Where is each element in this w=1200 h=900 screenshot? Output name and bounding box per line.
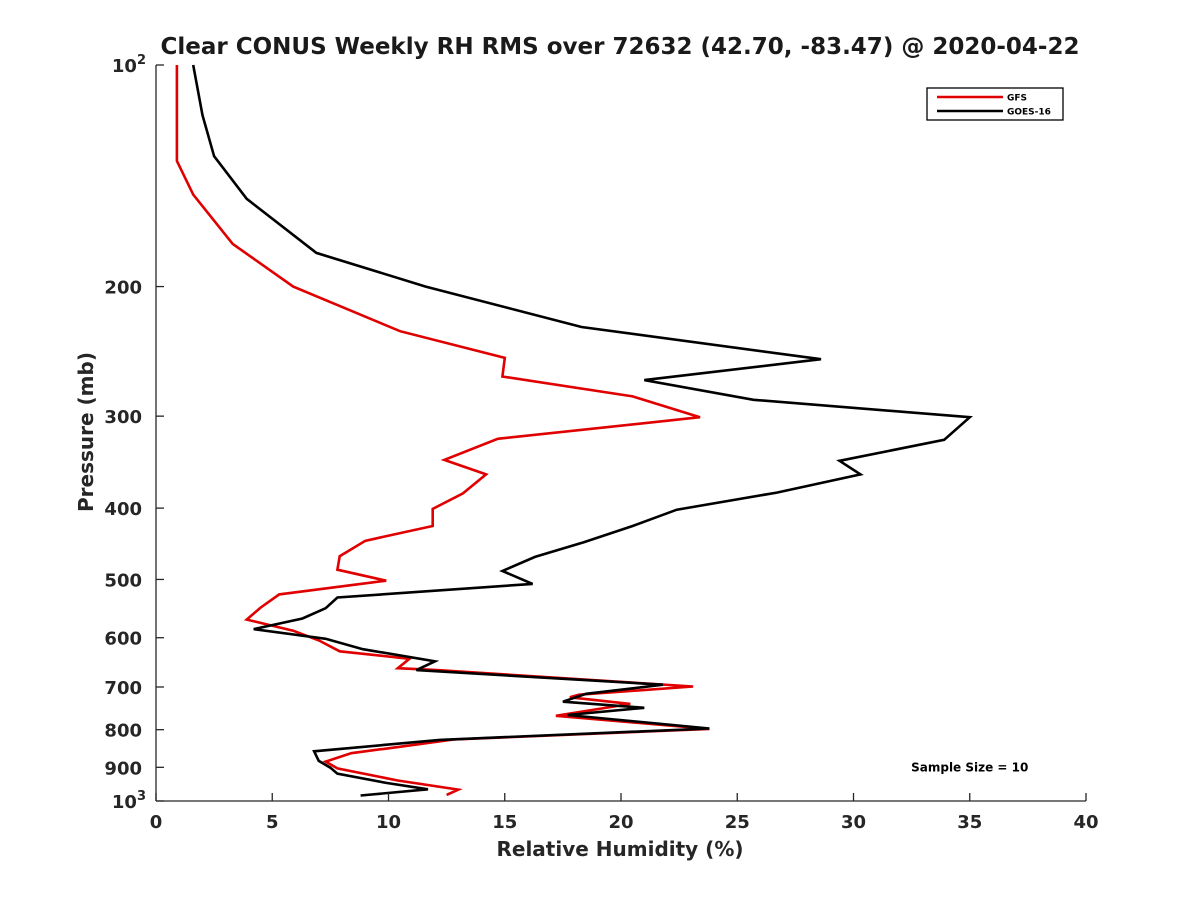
y-tick-label: 103 xyxy=(112,789,146,813)
x-tick-label: 0 xyxy=(150,812,163,833)
y-tick-label: 600 xyxy=(104,629,142,650)
legend-box xyxy=(926,87,1064,121)
y-tick-label-exponent: 3 xyxy=(137,789,146,804)
x-tick-label: 5 xyxy=(266,812,279,833)
legend-label-gfs: GFS xyxy=(1007,94,1027,104)
y-tick-label: 500 xyxy=(104,570,142,591)
annotation-layer: Sample Size = 10 xyxy=(911,760,1028,774)
y-tick-label: 400 xyxy=(104,499,142,520)
x-tick-label: 20 xyxy=(608,812,633,833)
y-tick-label: 102 xyxy=(112,53,146,77)
x-tick-label: 30 xyxy=(841,812,866,833)
ticks-layer: 0 5 10 15 20 25 30 35 40102200300400500600700800… xyxy=(104,53,1098,833)
series-layer xyxy=(175,64,973,797)
y-axis-label: Pressure (mb) xyxy=(74,352,98,512)
y-tick-label: 200 xyxy=(104,278,142,299)
x-axis-label: Relative Humidity (%) xyxy=(496,837,743,861)
chart-title: Clear CONUS Weekly RH RMS over 72632 (42… xyxy=(161,34,1080,60)
y-tick-label: 300 xyxy=(104,407,142,428)
legend: GFS GOES-16 xyxy=(926,87,1064,121)
x-tick-label: 40 xyxy=(1073,812,1098,833)
y-tick-label: 900 xyxy=(104,758,142,779)
y-tick-label-base: 10 xyxy=(112,56,137,77)
x-tick-label: 10 xyxy=(376,812,401,833)
x-tick-label: 25 xyxy=(725,812,750,833)
x-tick-label: 15 xyxy=(492,812,517,833)
y-tick-label-base: 10 xyxy=(112,792,137,813)
series-line-goes-16 xyxy=(191,64,973,797)
y-tick-label: 700 xyxy=(104,678,142,699)
sample-size-annotation: Sample Size = 10 xyxy=(911,760,1028,774)
x-tick-label: 35 xyxy=(957,812,982,833)
legend-label-goes-16: GOES-16 xyxy=(1007,108,1051,118)
y-tick-label: 800 xyxy=(104,721,142,742)
y-tick-label-exponent: 2 xyxy=(137,53,146,68)
